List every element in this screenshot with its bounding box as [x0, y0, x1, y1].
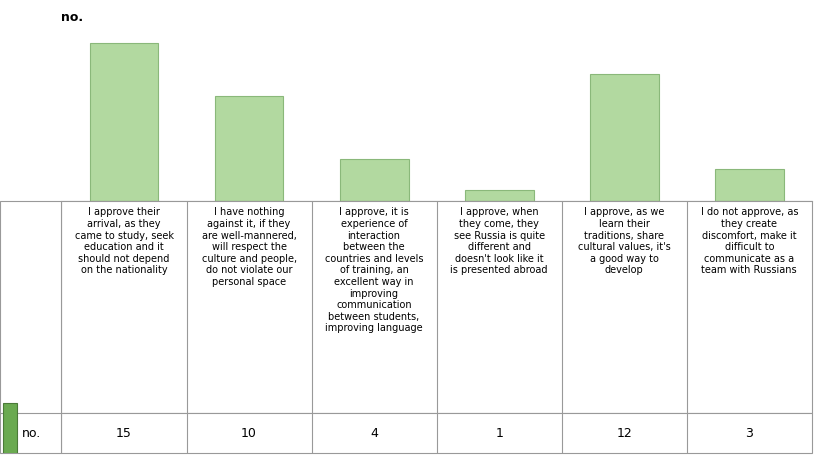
Text: I have nothing
against it, if they
are well-mannered,
will respect the
culture a: I have nothing against it, if they are w…: [201, 207, 296, 287]
Bar: [3, 403, 16, 462]
Text: no.: no.: [21, 426, 41, 440]
Text: no.: no.: [61, 11, 84, 24]
Text: I approve, it is
experience of
interaction
between the
countries and levels
of t: I approve, it is experience of interacti…: [324, 207, 423, 334]
Bar: [89, 43, 158, 201]
Text: 15: 15: [116, 426, 132, 440]
Text: 10: 10: [241, 426, 256, 440]
Text: 12: 12: [616, 426, 631, 440]
Bar: [589, 74, 658, 201]
Bar: [714, 170, 783, 201]
Bar: [215, 96, 283, 201]
Text: I approve, as we
learn their
traditions, share
cultural values, it's
a good way : I approve, as we learn their traditions,…: [577, 207, 670, 275]
Text: I do not approve, as
they create
discomfort, make it
difficult to
communicate as: I do not approve, as they create discomf…: [699, 207, 797, 275]
Bar: [339, 159, 408, 201]
Text: 3: 3: [744, 426, 753, 440]
Text: 4: 4: [369, 426, 378, 440]
Text: 1: 1: [495, 426, 503, 440]
Text: I approve their
arrival, as they
came to study, seek
education and it
should not: I approve their arrival, as they came to…: [75, 207, 174, 275]
Bar: [464, 190, 533, 201]
Text: I approve, when
they come, they
see Russia is quite
different and
doesn't look l: I approve, when they come, they see Russ…: [450, 207, 547, 275]
